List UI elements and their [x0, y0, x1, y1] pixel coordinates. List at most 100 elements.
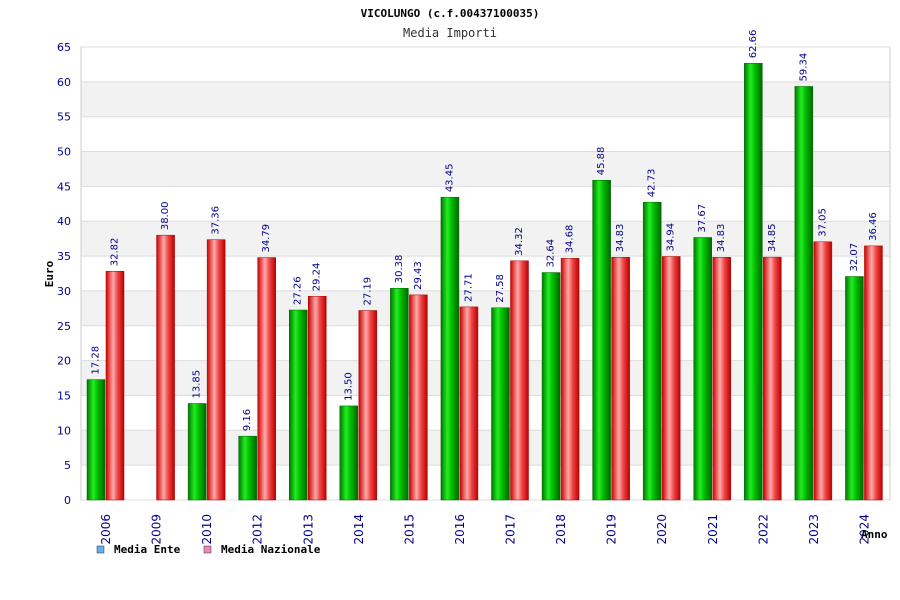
bar-media-ente	[541, 272, 561, 501]
value-label: 34.68	[565, 225, 576, 254]
bar-media-nazionale	[206, 239, 226, 501]
x-axis-label: Anno	[861, 528, 888, 541]
y-tick-label: 30	[57, 285, 71, 298]
value-label: 27.71	[463, 273, 474, 302]
x-tick-label: 2018	[554, 514, 568, 545]
bar-media-ente	[744, 63, 763, 501]
legend-swatch-media-ente	[96, 545, 105, 554]
bar-media-nazionale	[712, 257, 731, 501]
bar-media-nazionale	[156, 234, 175, 501]
bar-media-ente	[289, 309, 308, 501]
bar-media-ente	[390, 288, 409, 501]
legend-label-media-nazionale: Media Nazionale	[221, 543, 321, 556]
x-tick-label: 2014	[352, 514, 366, 545]
y-axis-ticks: 0 5 10 15 20 25 30 35 40 45 50 55 60 65	[57, 41, 71, 507]
chart-subtitle: Media Importi	[403, 26, 497, 40]
legend-label-media-ente: Media Ente	[114, 543, 181, 556]
x-tick-label: 2013	[301, 514, 315, 545]
x-tick-label: 2012	[251, 514, 265, 545]
value-label: 27.58	[495, 274, 506, 303]
value-label: 34.83	[716, 224, 727, 253]
value-label: 9.16	[242, 409, 253, 431]
bar-media-nazionale	[560, 258, 580, 501]
bar-media-ente	[693, 237, 712, 501]
value-label: 34.85	[767, 223, 778, 252]
y-tick-label: 5	[64, 459, 71, 472]
value-label: 34.32	[514, 227, 525, 256]
value-label: 34.79	[261, 224, 272, 253]
bar-media-ente	[642, 201, 662, 501]
y-tick-label: 20	[57, 355, 71, 368]
x-tick-label: 2019	[605, 514, 619, 545]
value-label: 37.67	[697, 204, 708, 233]
bar-media-ente	[86, 379, 106, 501]
grid-band	[81, 81, 890, 117]
value-label: 38.00	[160, 202, 171, 231]
bar-media-nazionale	[358, 310, 378, 501]
bar-media-nazionale	[864, 245, 883, 501]
value-label: 29.43	[413, 261, 424, 290]
x-tick-label: 2024	[857, 514, 871, 545]
value-label: 34.94	[666, 223, 677, 252]
bar-media-nazionale	[510, 260, 529, 501]
bar-media-nazionale	[308, 295, 327, 501]
value-label: 29.24	[312, 263, 323, 292]
chart-title: VICOLUNGO (c.f.00437100035)	[361, 7, 540, 20]
bar-media-ente	[238, 435, 257, 501]
legend-swatch-media-nazionale	[203, 545, 212, 554]
bar-media-nazionale	[257, 257, 276, 501]
x-tick-label: 2010	[200, 514, 214, 545]
value-label: 37.05	[817, 208, 828, 237]
x-tick-label: 2021	[706, 514, 720, 545]
value-label: 36.46	[868, 212, 879, 241]
value-label: 62.66	[748, 30, 759, 59]
value-label: 45.88	[596, 147, 607, 176]
y-tick-label: 40	[57, 215, 71, 228]
y-tick-label: 25	[57, 320, 71, 333]
value-label: 59.34	[798, 53, 809, 82]
bar-media-nazionale	[763, 256, 782, 501]
legend: Media Ente Media Nazionale	[96, 543, 321, 556]
y-tick-label: 55	[57, 111, 71, 124]
value-label: 42.73	[647, 169, 658, 198]
x-axis-ticks: 2006 2009 2010 2012 2013 2014 2015 2016 2017 2018…	[99, 514, 871, 545]
bar-media-ente	[339, 405, 359, 501]
bar-media-nazionale	[611, 257, 630, 501]
x-tick-label: 2020	[655, 514, 669, 545]
bar-media-ente	[794, 86, 814, 501]
x-tick-label: 2016	[453, 514, 467, 545]
value-label: 27.26	[293, 276, 304, 305]
grid-band	[81, 151, 890, 187]
x-tick-label: 2017	[504, 514, 518, 545]
y-tick-label: 15	[57, 389, 71, 402]
bar-media-nazionale	[661, 256, 681, 501]
bar-media-ente	[187, 403, 207, 501]
x-tick-label: 2023	[807, 514, 821, 545]
bar-media-ente	[440, 196, 460, 501]
bar-media-nazionale	[105, 271, 125, 501]
value-label: 34.83	[615, 224, 626, 253]
bar-media-ente	[592, 180, 611, 501]
bar-media-nazionale	[459, 306, 479, 501]
value-label: 37.36	[211, 206, 222, 235]
y-tick-label: 65	[57, 41, 71, 54]
bar-media-nazionale	[813, 241, 833, 501]
y-tick-label: 35	[57, 250, 71, 263]
y-tick-label: 60	[57, 76, 71, 89]
bar-media-ente	[491, 307, 510, 501]
x-tick-label: 2006	[99, 514, 113, 545]
value-label: 32.07	[849, 243, 860, 272]
value-label: 30.38	[394, 255, 405, 284]
y-tick-label: 0	[64, 494, 71, 507]
value-label: 43.45	[444, 164, 455, 193]
bars	[86, 63, 883, 501]
value-label: 32.82	[110, 238, 121, 267]
bar-media-nazionale	[409, 294, 428, 501]
bar-media-ente	[845, 276, 864, 501]
value-label: 17.28	[91, 346, 102, 375]
y-tick-label: 50	[57, 146, 71, 159]
value-label: 13.85	[192, 370, 203, 399]
x-tick-label: 2015	[402, 514, 416, 545]
y-tick-label: 45	[57, 180, 71, 193]
